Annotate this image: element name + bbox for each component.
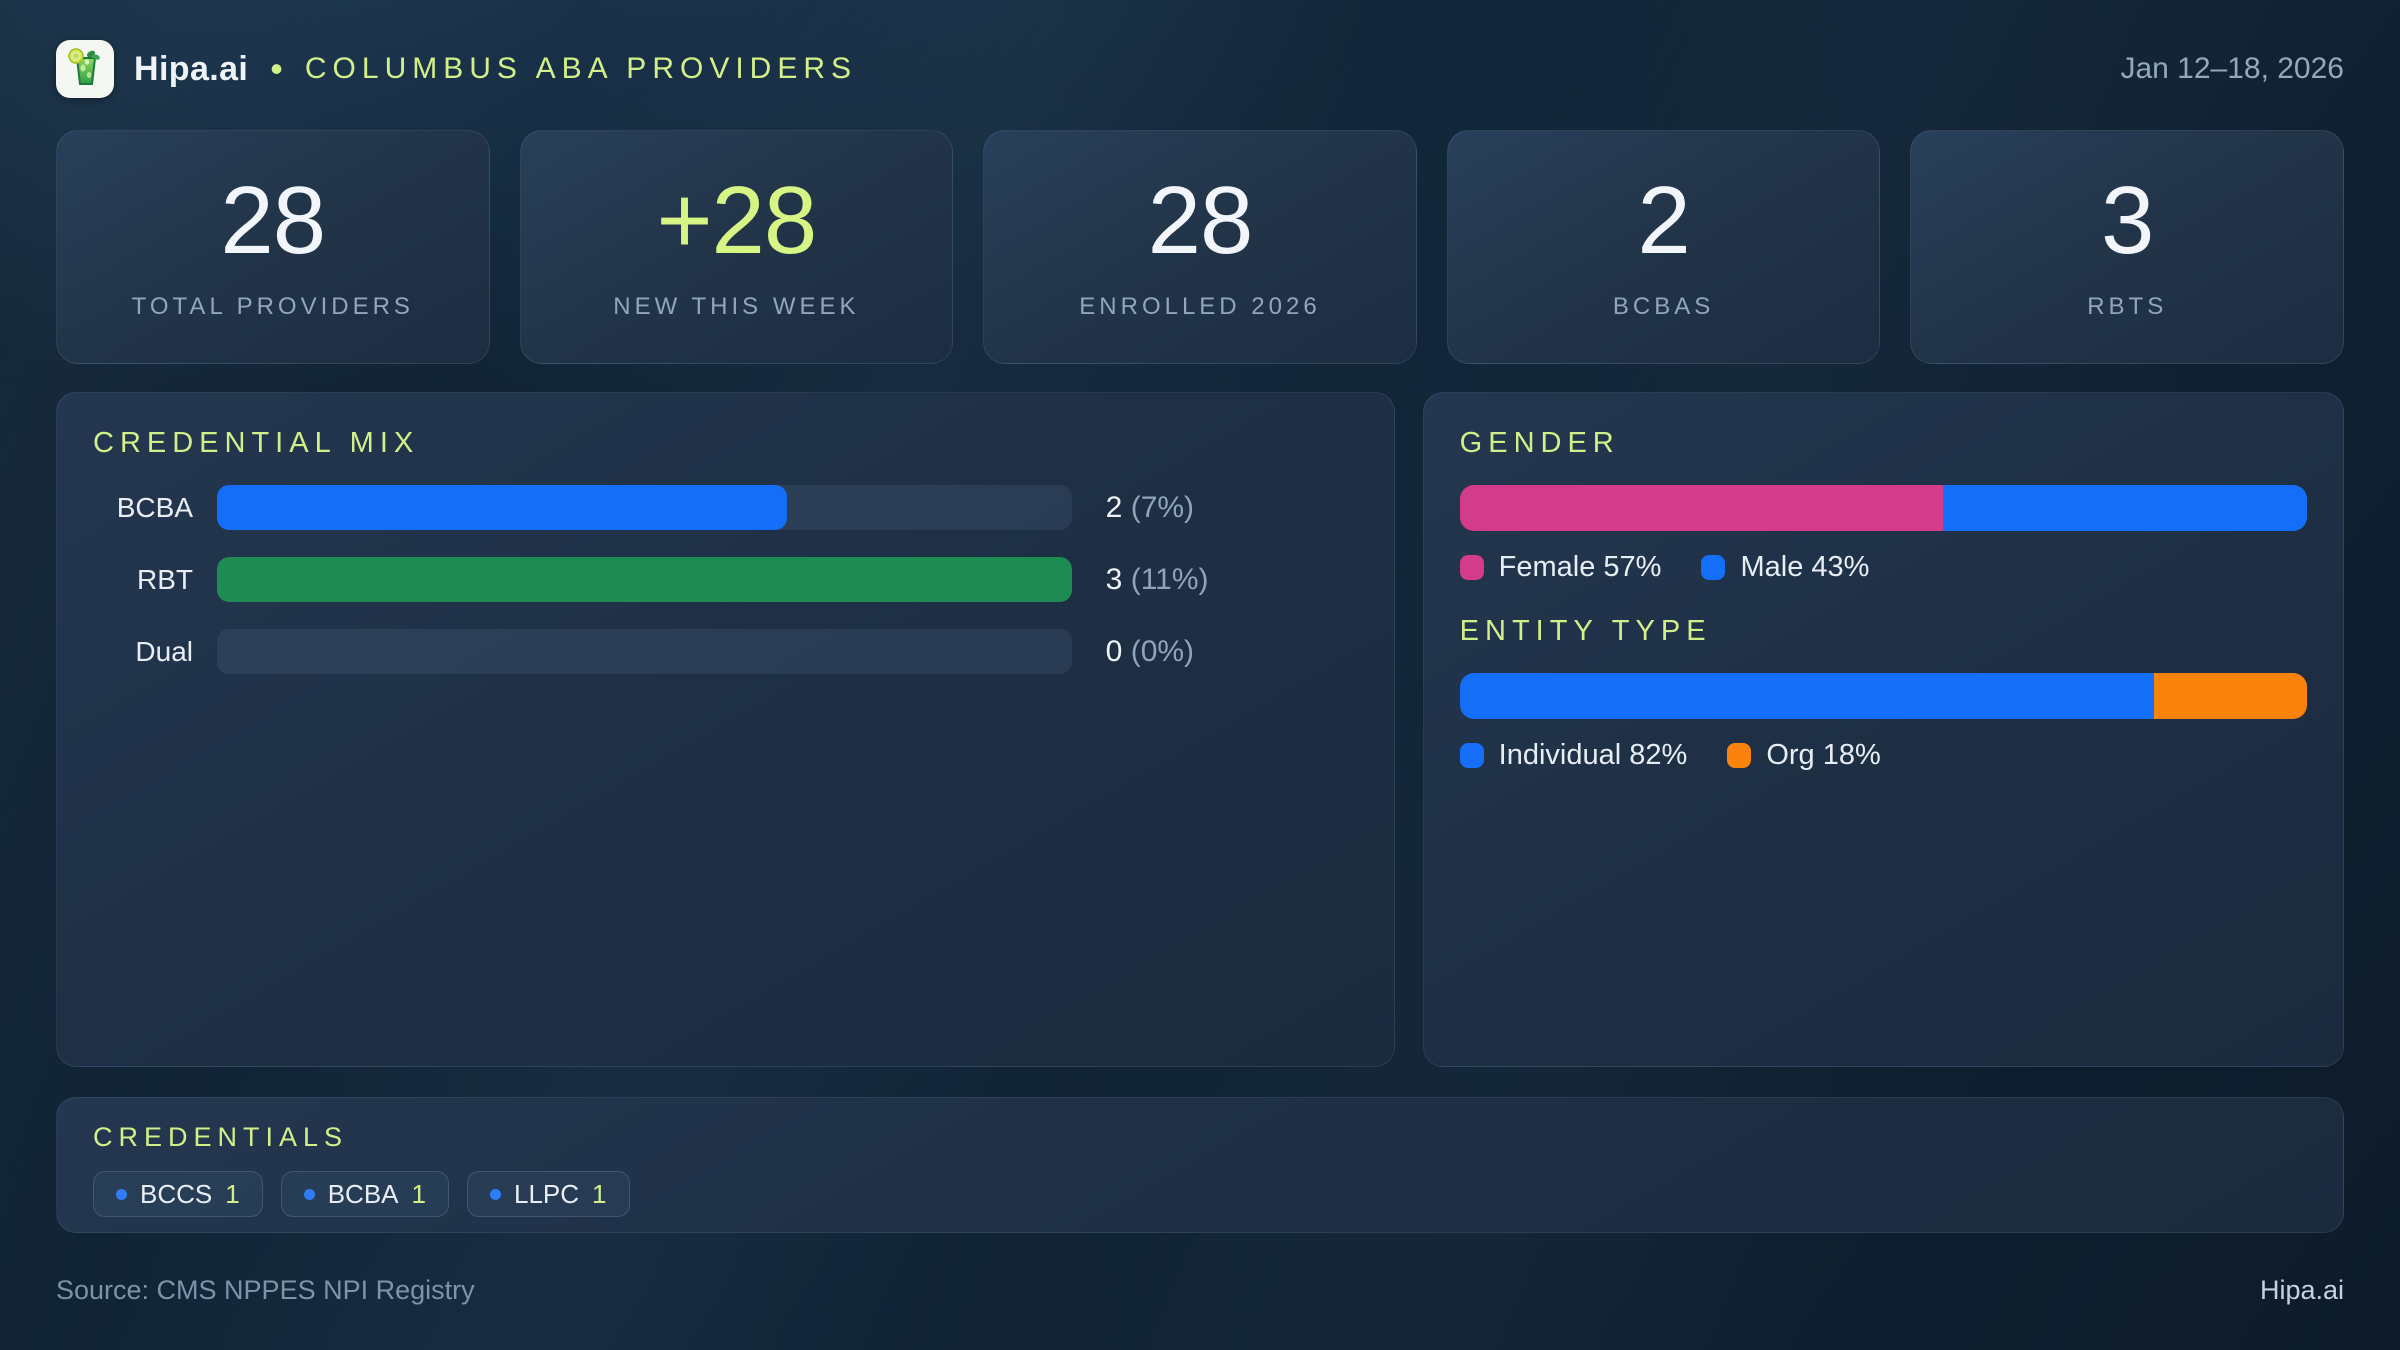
credential-chip-llpc[interactable]: LLPC 1 [467, 1171, 630, 1217]
credentials-chip-list: BCCS 1 BCBA 1 LLPC 1 [93, 1171, 2307, 1217]
mojito-glass-icon [62, 44, 108, 95]
org-swatch-icon [1727, 742, 1752, 768]
date-range: Jan 12–18, 2026 [2120, 52, 2344, 85]
stat-value: 28 [1147, 167, 1254, 274]
bar-value: 0 (0%) [1105, 634, 1195, 668]
credential-mix-chart: BCBA 2 (7%) RBT 3 (11%) Dual 0 (0%) [93, 485, 1358, 674]
bar-label: BCBA [116, 491, 193, 523]
bar-track [217, 485, 1072, 530]
individual-swatch-icon [1459, 742, 1484, 768]
stat-card-bcbas: 2 BCBAS [1446, 130, 1881, 364]
gender-segment-male [1942, 485, 2307, 531]
chip-label: LLPC [514, 1178, 580, 1209]
credentials-title: CREDENTIALS [93, 1122, 349, 1152]
legend-item-individual: Individual 82% [1459, 738, 1688, 772]
bullet-separator-icon: • [270, 48, 283, 89]
stat-label: ENROLLED 2026 [1079, 293, 1321, 320]
stat-card-new-this-week: +28 NEW THIS WEEK [519, 130, 954, 364]
stat-value: 2 [1637, 167, 1690, 274]
brand-name: Hipa.ai [134, 49, 249, 88]
gender-segment-female [1459, 485, 1943, 531]
chip-count: 1 [411, 1178, 426, 1209]
entity-type-stacked-bar [1459, 673, 2307, 719]
source-attribution: Source: CMS NPPES NPI Registry [56, 1275, 475, 1305]
stat-label: TOTAL PROVIDERS [131, 293, 414, 320]
stat-value: 28 [220, 167, 326, 274]
bar-track [217, 557, 1072, 602]
stat-label: BCBAS [1612, 293, 1715, 320]
chip-dot-icon [303, 1188, 315, 1200]
stat-label: NEW THIS WEEK [613, 293, 860, 320]
bar-label: RBT [137, 563, 193, 595]
credential-mix-title: CREDENTIAL MIX [93, 427, 420, 459]
credential-chip-bcba[interactable]: BCBA 1 [280, 1171, 449, 1217]
main-panels: CREDENTIAL MIX BCBA 2 (7%) RBT 3 (11%) D… [56, 392, 2344, 1067]
legend-label: Female 57% [1498, 550, 1662, 583]
stat-card-enrolled: 28 ENROLLED 2026 [983, 130, 1417, 364]
page-title: COLUMBUS ABA PROVIDERS [304, 52, 858, 85]
demographics-panel: GENDER Female 57% Male 43% ENTITY TYPE I… [1422, 392, 2344, 1067]
legend-item-female: Female 57% [1459, 550, 1662, 584]
chip-label: BCCS [140, 1178, 213, 1209]
bar-row-dual: Dual 0 (0%) [93, 629, 1358, 674]
credential-mix-panel: CREDENTIAL MIX BCBA 2 (7%) RBT 3 (11%) D… [56, 392, 1395, 1067]
gender-legend: Female 57% Male 43% [1459, 547, 2307, 587]
app-header: Hipa.ai • COLUMBUS ABA PROVIDERS Jan 12–… [56, 36, 2344, 102]
bar-value: 3 (11%) [1105, 562, 1209, 596]
stat-label: RBTS [2087, 293, 2168, 320]
footer-brand: Hipa.ai [2259, 1275, 2344, 1305]
stat-card-rbts: 3 RBTS [1910, 130, 2344, 364]
bar-row-rbt: RBT 3 (11%) [93, 557, 1358, 602]
entity-type-title: ENTITY TYPE [1459, 615, 1712, 647]
stat-value: 3 [2101, 167, 2154, 274]
chip-count: 1 [592, 1178, 607, 1209]
entity-type-legend: Individual 82% Org 18% [1459, 735, 2307, 775]
bar-fill-bcba [217, 485, 788, 530]
gender-stacked-bar [1459, 485, 2307, 531]
bar-fill-rbt [217, 557, 1072, 602]
entity-segment-org [2154, 673, 2307, 719]
stat-value: +28 [656, 167, 817, 274]
footer: Source: CMS NPPES NPI Registry Hipa.ai [56, 1275, 2344, 1306]
female-swatch-icon [1459, 554, 1484, 580]
legend-label: Male 43% [1740, 550, 1870, 583]
legend-item-male: Male 43% [1701, 551, 1869, 584]
chip-label: BCBA [327, 1178, 399, 1209]
legend-label: Org 18% [1766, 738, 1881, 771]
chip-dot-icon [116, 1188, 127, 1200]
male-swatch-icon [1701, 554, 1726, 580]
credential-chip-bccs[interactable]: BCCS 1 [93, 1171, 263, 1217]
bar-value: 2 (7%) [1105, 490, 1195, 524]
bar-track [217, 629, 1072, 674]
entity-segment-individual [1459, 673, 2155, 719]
credentials-panel: CREDENTIALS BCCS 1 BCBA 1 LLPC 1 [56, 1097, 2344, 1233]
app-logo [56, 40, 114, 98]
stat-card-total-providers: 28 TOTAL PROVIDERS [56, 130, 490, 364]
gender-title: GENDER [1459, 427, 1620, 459]
chip-dot-icon [490, 1188, 501, 1200]
legend-label: Individual 82% [1498, 738, 1688, 771]
chip-count: 1 [225, 1178, 240, 1209]
bar-label: Dual [135, 635, 193, 667]
legend-item-org: Org 18% [1727, 738, 1881, 772]
bar-row-bcba: BCBA 2 (7%) [93, 485, 1358, 530]
stat-cards-row: 28 TOTAL PROVIDERS +28 NEW THIS WEEK 28 … [56, 130, 2344, 364]
